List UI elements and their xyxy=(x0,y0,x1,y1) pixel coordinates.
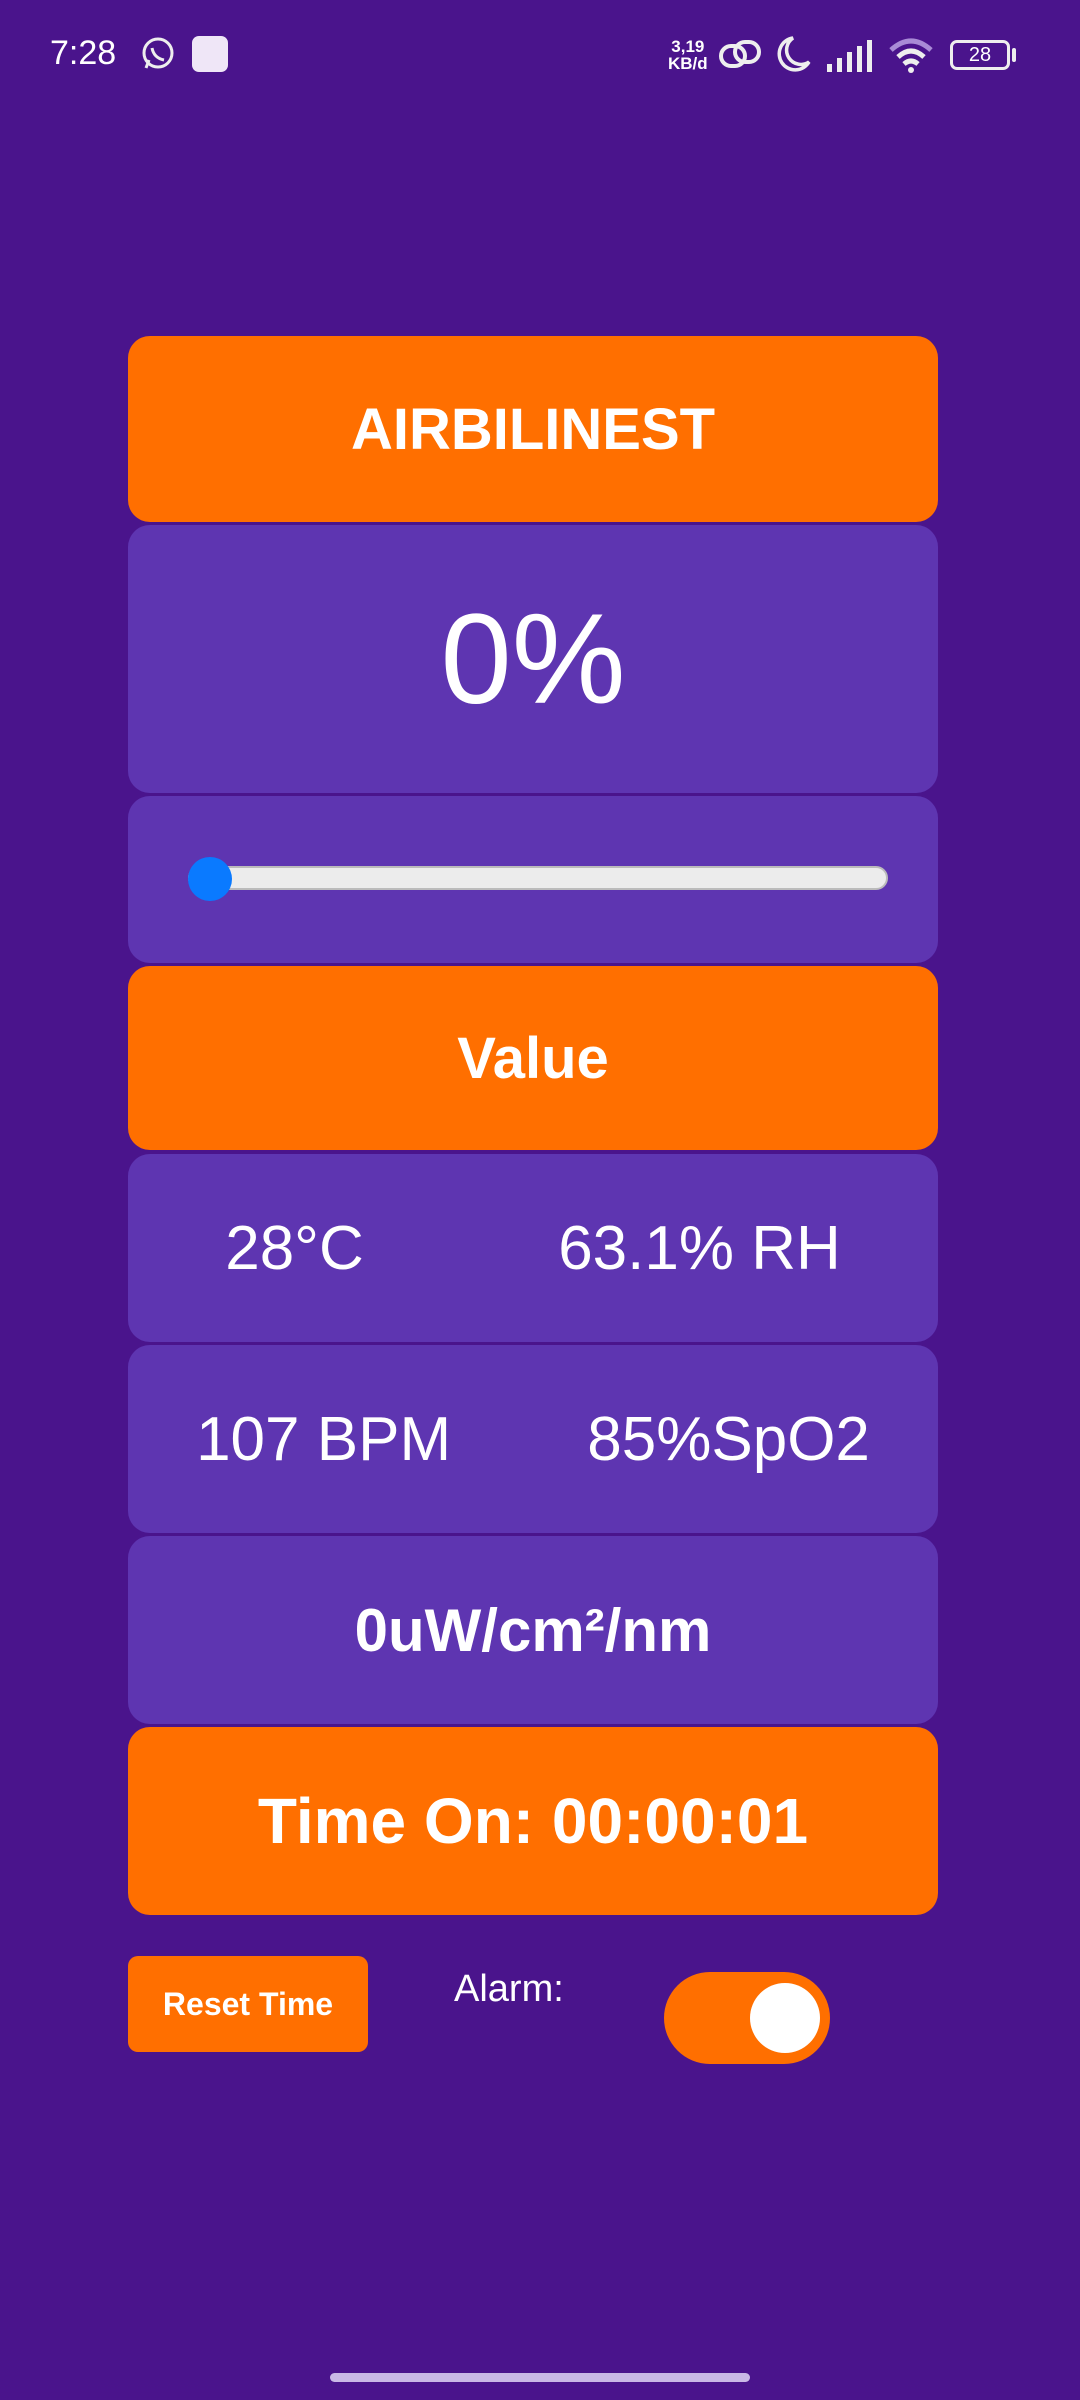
temperature: 28°C xyxy=(225,1213,364,1283)
link-icon xyxy=(719,40,761,68)
toggle-knob xyxy=(750,1983,820,2053)
alarm-label: Alarm: xyxy=(454,1968,564,2010)
spo2: 85%SpO2 xyxy=(587,1404,870,1474)
wifi-icon xyxy=(889,38,933,73)
moon-icon xyxy=(777,36,811,72)
battery-icon: 28 xyxy=(950,40,1010,70)
value-header: Value xyxy=(128,966,938,1150)
battery-tip xyxy=(1012,48,1016,62)
alarm-toggle[interactable] xyxy=(664,1972,830,2064)
app-notification-icon xyxy=(192,36,228,72)
humidity: 63.1% RH xyxy=(558,1213,841,1283)
percent-value: 0% xyxy=(440,587,626,731)
reset-time-button[interactable]: Reset Time xyxy=(128,1956,368,2052)
whatsapp-icon xyxy=(142,37,174,69)
time-on-value: Time On: 00:00:01 xyxy=(257,1785,809,1857)
irradiance-value: 0uW/cm²/nm xyxy=(354,1596,712,1664)
net-speed: 3,19 KB/d xyxy=(668,38,708,72)
reset-time-label: Reset Time xyxy=(162,1985,334,2022)
app-title: AIRBILINEST xyxy=(128,336,938,522)
clock: 7:28 xyxy=(50,34,117,72)
time-on-display: Time On: 00:00:01 xyxy=(128,1727,938,1915)
slider-card xyxy=(128,796,938,963)
heart-rate: 107 BPM xyxy=(196,1404,452,1474)
status-bar: 7:28 3,19 KB/d 28 xyxy=(0,0,1080,110)
battery-level: 28 xyxy=(968,44,992,66)
irradiance-display: 0uW/cm²/nm xyxy=(128,1536,938,1724)
value-header-text: Value xyxy=(457,1025,609,1091)
vitals-row: 107 BPM 85%SpO2 xyxy=(128,1345,938,1533)
environment-row: 28°C 63.1% RH xyxy=(128,1154,938,1342)
title-text: AIRBILINEST xyxy=(350,396,716,462)
slider-track[interactable] xyxy=(188,866,888,890)
percent-display: 0% xyxy=(128,525,938,793)
net-speed-unit: KB/d xyxy=(668,54,708,73)
slider-thumb[interactable] xyxy=(188,857,232,901)
home-indicator[interactable] xyxy=(330,2373,750,2382)
net-speed-value: 3,19 xyxy=(671,37,705,56)
signal-icon xyxy=(827,40,872,72)
